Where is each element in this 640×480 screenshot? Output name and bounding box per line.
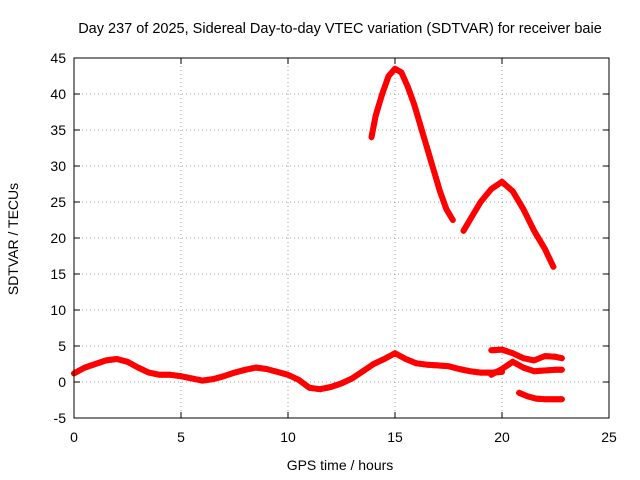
series-main-low <box>71 350 505 393</box>
data-point <box>550 263 557 270</box>
y-tick-label: 35 <box>50 122 66 138</box>
x-tick-label: 25 <box>601 429 617 445</box>
y-tick-label: 40 <box>50 86 66 102</box>
x-axis-label: GPS time / hours <box>287 457 394 473</box>
y-tick-label: 30 <box>50 158 66 174</box>
data-point <box>558 355 565 362</box>
series-trace <box>460 178 557 270</box>
y-tick-label: 10 <box>50 302 66 318</box>
y-axis-label: SDTVAR / TECUs <box>5 183 21 295</box>
grid-lines <box>74 58 609 418</box>
plot-frame <box>73 57 610 419</box>
x-tick-label: 15 <box>387 429 403 445</box>
y-tick-label: 20 <box>50 230 66 246</box>
data-point <box>558 396 565 403</box>
data-point <box>558 366 565 373</box>
series-late-negative <box>516 389 565 403</box>
data-point <box>449 217 456 223</box>
x-tick-label: 0 <box>70 429 78 445</box>
y-tick-label: 25 <box>50 194 66 210</box>
x-tick-label: 5 <box>177 429 185 445</box>
y-tick-label: 5 <box>58 338 66 354</box>
y-tick-label: 15 <box>50 266 66 282</box>
y-tick-label: 45 <box>50 50 66 66</box>
chart-title: Day 237 of 2025, Sidereal Day-to-day VTE… <box>78 21 602 37</box>
series-late-upper <box>488 346 565 364</box>
series-arc-2 <box>460 178 557 270</box>
series-late-middle <box>488 358 565 378</box>
x-tick-label: 10 <box>280 429 296 445</box>
series-arc-1 <box>368 65 456 223</box>
data-points <box>71 65 565 403</box>
y-tick-label: -5 <box>54 410 67 426</box>
x-tick-label: 20 <box>494 429 510 445</box>
y-tick-label: 0 <box>58 374 66 390</box>
